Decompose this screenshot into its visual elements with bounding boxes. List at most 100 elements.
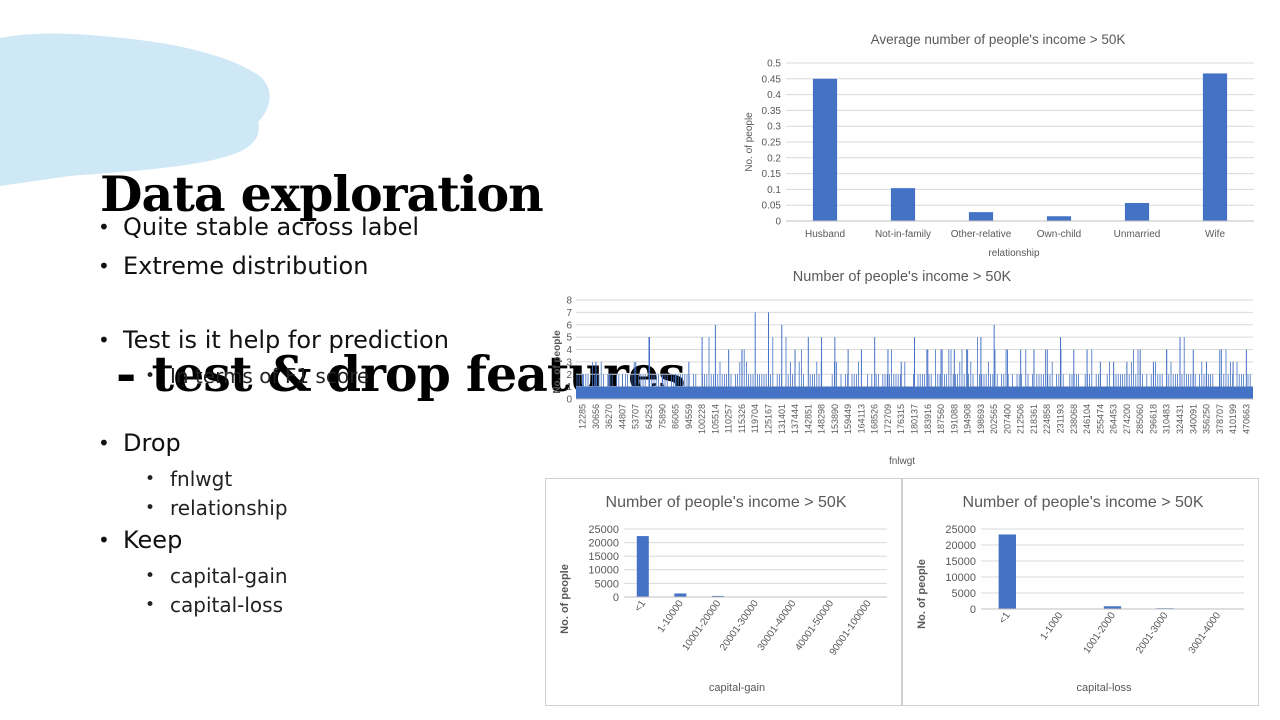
bar [1202,73,1228,221]
y-tick-label: 20000 [945,540,976,552]
x-tick-label: 36270 [604,404,614,429]
x-tick-label: 1001-2000 [1082,610,1119,656]
x-tick-label: Wife [1205,229,1225,240]
chart-title: Number of people's income > 50K [606,494,847,511]
y-tick-label: 0.15 [762,169,782,180]
x-tick-label: <1 [633,598,649,614]
x-tick-label: 231193 [1056,404,1066,433]
bullet-spacer [98,391,518,426]
x-tick-label: 90001-100000 [828,598,874,658]
x-tick-label: 131401 [777,404,787,434]
y-tick-label: 5000 [952,588,976,600]
y-axis-label: No. of people [744,112,755,172]
x-tick-label: 142851 [803,404,813,434]
x-tick-label: 10001-20000 [681,598,724,653]
x-tick-label: 191088 [949,404,959,434]
bullet-item: Test is it help for prediction [98,323,518,362]
bullet-spacer [98,288,518,323]
x-axis-label: capital-gain [709,682,765,694]
x-tick-label: 53707 [631,404,641,429]
x-tick-label: 194908 [963,404,973,434]
y-tick-label: 0 [775,217,781,228]
x-tick-label: 255474 [1095,404,1105,434]
sub-bullet-item: relationship [98,494,518,523]
bar [1124,202,1150,221]
x-tick-label: 20001-30000 [718,598,761,653]
x-tick-label: 119704 [750,404,760,433]
x-tick-label: 164113 [856,404,866,433]
y-tick-label: 0.45 [762,74,782,85]
chart-title: Average number of people's income > 50K [871,32,1126,47]
chart-title: Number of people's income > 50K [963,494,1204,511]
sub-bullet-item: In terms of F1 score [98,362,518,391]
y-tick-label: 0.2 [767,153,781,164]
bullet-item: Extreme distribution [98,249,518,288]
x-tick-label: 153890 [830,404,840,434]
x-tick-label: 44807 [617,404,627,429]
y-tick-label: 0.5 [767,59,781,70]
relationship-chart: Average number of people's income > 50K 0… [730,24,1260,264]
bar [674,593,687,597]
x-tick-label: 12285 [578,404,588,429]
y-tick-label: 4 [566,345,572,356]
relationship-chart-svg: Average number of people's income > 50K 0… [744,32,1254,259]
capital-loss-chart-svg: Number of people's income > 50K 0 5000 1000… [916,494,1244,694]
y-tick-label: 0.25 [762,138,782,149]
x-tick-label: Unmarried [1114,229,1161,240]
capital-gain-chart: Number of people's income > 50K 0 5000 1000… [545,478,902,706]
x-tick-label: 183916 [923,404,933,434]
y-tick-label: 0.3 [767,122,781,133]
y-axis-label: No. of people [552,330,563,394]
y-tick-label: 6 [566,320,572,331]
x-tick-label: 224858 [1042,404,1052,434]
sub-bullet-item: fnlwgt [98,465,518,494]
y-tick-label: 0 [566,395,572,406]
x-tick-label: 410199 [1228,404,1238,434]
x-axis-label: fnlwgt [889,456,915,467]
capital-gain-chart-svg: Number of people's income > 50K 0 5000 1000… [559,494,887,694]
x-tick-label: 264453 [1109,404,1119,434]
y-tick-label: 5000 [595,578,619,590]
sub-bullet-item: capital-gain [98,562,518,591]
x-tick-label: 137444 [790,404,800,434]
x-tick-label: Other-relative [951,229,1012,240]
x-tick-label: 238068 [1069,404,1079,434]
y-tick-label: 0 [613,592,619,604]
x-tick-label: Husband [805,229,845,240]
y-tick-label: 10000 [945,572,976,584]
x-tick-label: 148298 [817,404,827,434]
x-tick-label: 285060 [1135,404,1145,434]
y-tick-label: 0.1 [767,185,781,196]
x-tick-label: 202565 [989,404,999,434]
x-tick-label: 40001-50000 [793,598,836,653]
fnlwgt-chart-svg: Number of people's income > 50K012345678… [552,269,1253,467]
x-tick-label: 2001-3000 [1134,610,1171,656]
chart-title: Number of people's income > 50K [793,269,1012,285]
x-axis-label: capital-loss [1076,682,1132,694]
bullet-item: Keep [98,523,518,562]
y-tick-label: 0 [970,604,976,616]
x-tick-label: Own-child [1037,229,1081,240]
x-tick-label: 218361 [1029,404,1039,434]
x-tick-label: 296618 [1148,404,1158,434]
y-tick-label: 3 [566,357,572,368]
y-tick-label: 1 [566,382,572,393]
bar [968,212,994,221]
x-tick-label: 198693 [976,404,986,434]
y-tick-label: 25000 [588,524,619,536]
sub-bullet-item: capital-loss [98,591,518,620]
y-tick-label: 15000 [945,556,976,568]
x-tick-label: 3001-4000 [1187,610,1224,656]
bullet-list: Quite stable across labelExtreme distrib… [98,210,518,620]
x-tick-label: 94559 [684,404,694,429]
x-tick-label: 100228 [697,404,707,434]
bar [1046,216,1072,221]
bar [711,595,724,597]
x-tick-label: 1-10000 [656,598,686,635]
x-tick-label: 176315 [896,404,906,434]
fnlwgt-chart: Number of people's income > 50K 0 1 2 3 4 5 6 7 8… [540,262,1270,474]
x-tick-label: 30001-40000 [756,598,799,653]
brush-stroke-decoration [0,33,270,186]
bullet-item: Quite stable across label [98,210,518,249]
x-axis-label: relationship [988,248,1040,259]
